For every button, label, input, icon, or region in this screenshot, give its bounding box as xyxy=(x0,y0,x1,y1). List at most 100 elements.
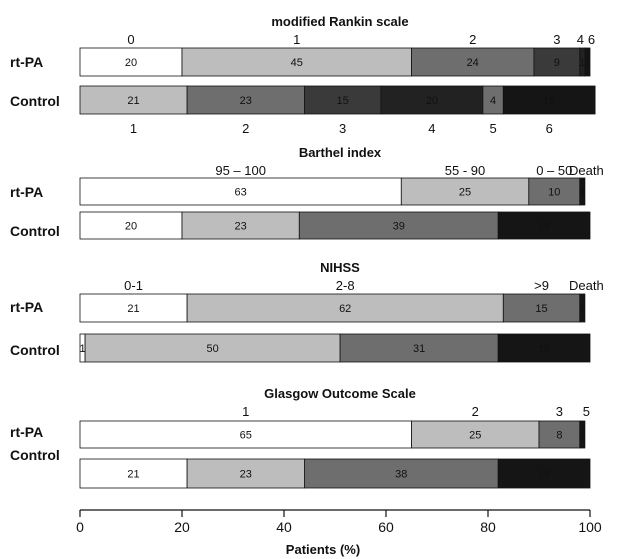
category-label: 2-8 xyxy=(336,278,355,293)
data-label: 31 xyxy=(413,343,425,355)
data-label: 23 xyxy=(240,469,252,481)
data-label: 1 xyxy=(79,343,85,355)
category-label: 3 xyxy=(556,404,563,419)
data-label: 20 xyxy=(426,95,438,107)
panel-title: Glasgow Outcome Scale xyxy=(264,386,416,401)
data-label: 65 xyxy=(240,430,252,442)
x-tick-label: 40 xyxy=(276,519,292,535)
bar-segment xyxy=(411,420,540,449)
bar-segment xyxy=(79,47,183,77)
bar-segment xyxy=(303,85,382,115)
bar-segment xyxy=(497,458,591,489)
bar-segment xyxy=(411,47,535,77)
bar-segment xyxy=(79,177,402,206)
data-label: 18 xyxy=(538,221,550,233)
bar-segment xyxy=(579,420,586,449)
panel-title: Barthel index xyxy=(299,145,382,160)
panel-title: modified Rankin scale xyxy=(271,14,408,29)
row-label-control: Control xyxy=(10,223,60,239)
category-label: 2 xyxy=(472,404,479,419)
data-label: 1 xyxy=(579,187,585,199)
bar-segment xyxy=(84,333,341,363)
data-label: 63 xyxy=(235,187,247,199)
data-label: 23 xyxy=(240,95,252,107)
bar-segment xyxy=(579,177,586,206)
x-tick-label: 80 xyxy=(480,519,496,535)
category-label: 4 xyxy=(577,32,584,47)
category-label: 0 – 50 xyxy=(536,163,572,178)
data-label: 1 xyxy=(579,430,585,442)
bar-segment xyxy=(497,333,591,363)
data-label: 25 xyxy=(469,430,481,442)
category-label: 6 xyxy=(546,121,553,136)
category-label: >9 xyxy=(534,278,549,293)
x-tick-label: 0 xyxy=(76,519,84,535)
row-label-control: Control xyxy=(10,447,60,463)
bar-segment xyxy=(502,293,581,323)
bar-segment xyxy=(502,85,596,115)
bar-segment xyxy=(584,47,591,77)
bar-segment xyxy=(579,293,586,323)
bar-segment xyxy=(528,177,581,206)
bar-segment xyxy=(186,293,504,323)
data-label: 15 xyxy=(535,303,547,315)
bar-segment xyxy=(400,177,530,206)
category-label: 0 xyxy=(127,32,134,47)
x-tick-label: 20 xyxy=(174,519,190,535)
category-label: 3 xyxy=(553,32,560,47)
category-label: 1 xyxy=(293,32,300,47)
data-label: 20 xyxy=(125,57,137,69)
data-label: 24 xyxy=(467,57,479,69)
category-label: 55 - 90 xyxy=(445,163,485,178)
bar-segment xyxy=(79,458,188,489)
category-label: 5 xyxy=(583,404,590,419)
category-label: 95 – 100 xyxy=(215,163,266,178)
bar-segment xyxy=(79,420,412,449)
data-label: 4 xyxy=(490,95,496,107)
x-axis-title: Patients (%) xyxy=(286,542,360,557)
category-label: Death xyxy=(569,163,604,178)
row-label-rtpa: rt-PA xyxy=(10,424,43,440)
category-label: 4 xyxy=(428,121,435,136)
data-label: 18 xyxy=(543,95,555,107)
data-label: 21 xyxy=(127,95,139,107)
category-label: 0-1 xyxy=(124,278,143,293)
data-label: 18 xyxy=(538,343,550,355)
panel-title: NIHSS xyxy=(320,260,360,275)
data-label: 21 xyxy=(127,303,139,315)
data-label: 20 xyxy=(125,221,137,233)
row-label-control: Control xyxy=(10,342,60,358)
category-label: 5 xyxy=(489,121,496,136)
data-label: 45 xyxy=(291,57,303,69)
category-label: Death xyxy=(569,278,604,293)
row-label-control: Control xyxy=(10,93,60,109)
category-label: 2 xyxy=(469,32,476,47)
data-label: 1 xyxy=(584,57,590,69)
bar-segment xyxy=(79,211,183,240)
row-label-rtpa: rt-PA xyxy=(10,184,43,200)
bar-segment xyxy=(186,458,305,489)
category-label: 6 xyxy=(588,32,595,47)
row-label-rtpa: rt-PA xyxy=(10,299,43,315)
x-tick-label: 60 xyxy=(378,519,394,535)
data-label: 50 xyxy=(206,343,218,355)
data-label: 15 xyxy=(337,95,349,107)
data-label: 18 xyxy=(538,469,550,481)
data-label: 1 xyxy=(579,303,585,315)
bar-segment xyxy=(497,211,591,240)
category-label: 1 xyxy=(130,121,137,136)
category-label: 3 xyxy=(339,121,346,136)
data-label: 10 xyxy=(548,187,560,199)
data-label: 62 xyxy=(339,303,351,315)
bar-segment xyxy=(79,293,188,323)
data-label: 38 xyxy=(395,469,407,481)
data-label: 1 xyxy=(579,57,585,69)
row-label-rtpa: rt-PA xyxy=(10,54,43,70)
bar-segment xyxy=(380,85,484,115)
x-tick-label: 100 xyxy=(578,519,602,535)
data-label: 21 xyxy=(127,469,139,481)
data-label: 25 xyxy=(459,187,471,199)
category-label: 2 xyxy=(242,121,249,136)
data-label: 23 xyxy=(235,221,247,233)
